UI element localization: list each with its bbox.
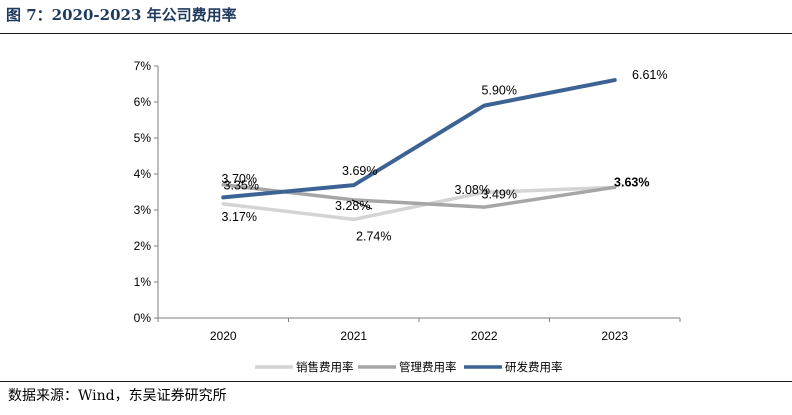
legend-label: 管理费用率 [399,360,457,374]
chart-axes: 0% 1% 2% 3% 4% 5% 6% 7% 2020 2021 2022 2023 [134,59,681,343]
series-line [221,78,617,200]
top-rule [0,33,792,34]
x-tick-label: 2021 [340,329,367,343]
y-tick-label: 1% [134,275,152,289]
legend-label: 销售费用率 [296,360,354,374]
x-tick-label: 2020 [210,329,237,343]
bottom-rule [0,381,792,382]
data-label: 3.49% [482,187,517,201]
y-tick-label: 3% [134,203,152,217]
data-label: 3.35% [224,178,259,192]
data-label: 3.08% [455,183,490,197]
x-tick-label: 2022 [471,329,498,343]
chart-series-lines [221,78,617,222]
data-label: 3.70% [222,172,257,186]
data-label: 3.28% [335,199,370,213]
data-label: 3.63% [614,175,649,189]
y-tick-label: 0% [134,311,152,325]
y-tick-label: 2% [134,239,152,253]
data-label: 3.69% [342,164,377,178]
data-label: 3.17% [222,210,257,224]
y-tick-label: 5% [134,131,152,145]
legend-label: 研发费用率 [505,360,563,374]
series-line [221,185,617,222]
data-label: 2.74% [356,229,391,243]
x-tick-label: 2023 [601,329,628,343]
data-label: 6.61% [632,68,667,82]
source-note: 数据来源：Wind，东吴证券研究所 [8,388,227,404]
label-leader-line [351,199,373,210]
data-label: 5.90% [482,84,517,98]
y-tick-label: 7% [134,59,152,73]
figure-title: 图 7：2020-2023 年公司费用率 [6,6,237,24]
y-tick-label: 6% [134,95,152,109]
chart-data-labels: 3.17% 2.74% 3.49% 3.70% 3.28% 3.08% 3.63% 3.35%… [222,68,668,243]
chart-legend: 销售费用率 管理费用率 研发费用率 [255,360,563,374]
y-tick-label: 4% [134,167,152,181]
